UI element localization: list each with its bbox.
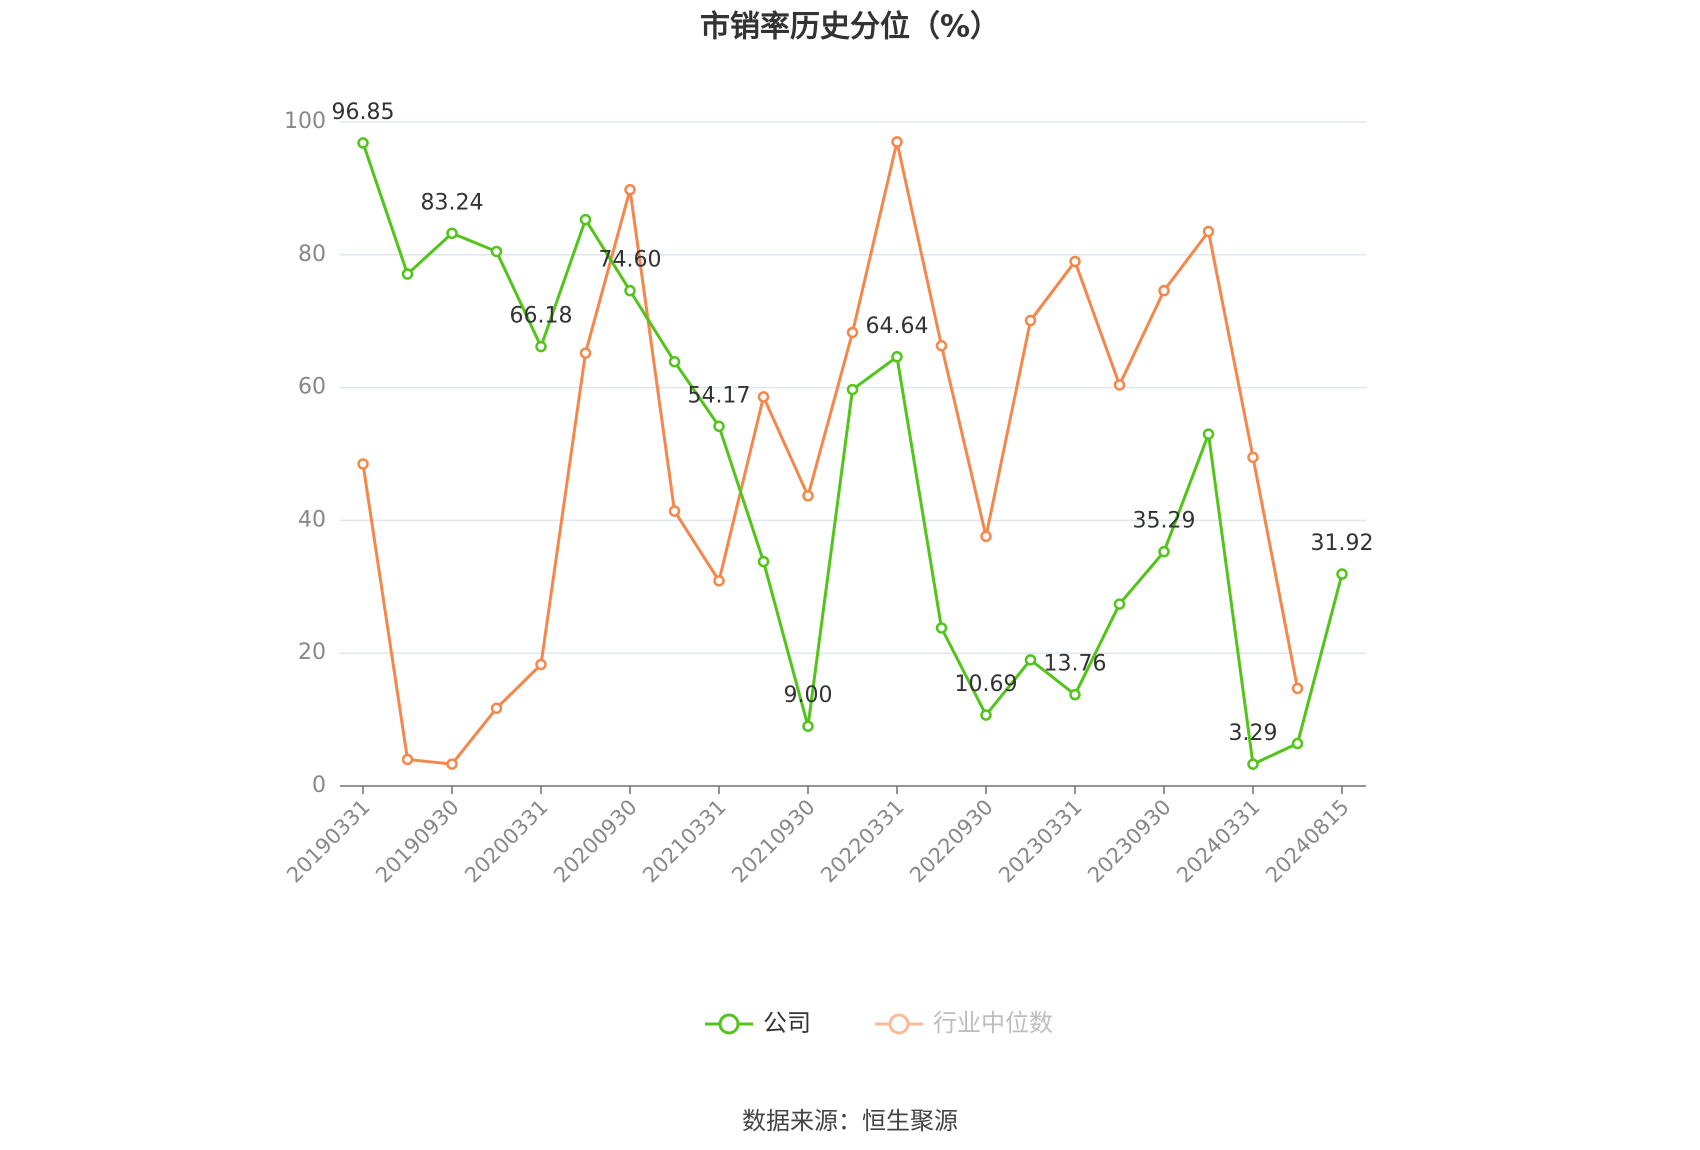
data-label: 35.29 (1133, 509, 1196, 534)
series-line (361, 141, 1299, 766)
point (757, 555, 770, 568)
point (1291, 737, 1304, 750)
x-tick-label: 20240815 (1261, 795, 1354, 888)
data-label: 10.69 (955, 672, 1018, 697)
point (446, 227, 458, 240)
point (668, 505, 681, 517)
x-tick-label: 20230331 (994, 795, 1087, 888)
point (1158, 545, 1170, 558)
x-tick-label: 20240331 (1172, 795, 1265, 888)
chart-title: 市销率历史分位（%） (700, 10, 1000, 45)
data-label: 83.24 (421, 190, 484, 215)
data-label: 96.85 (332, 100, 395, 125)
legend-item: 公司 (705, 1009, 811, 1037)
source: 数据来源：恒生聚源 (742, 1107, 958, 1135)
point (1202, 225, 1215, 238)
x-tick-label: 20230930 (1083, 795, 1176, 888)
point (757, 391, 770, 403)
legend-item: 行业中位数 (875, 1009, 1053, 1037)
point (1024, 654, 1037, 666)
x-tick-label: 20190930 (371, 795, 464, 888)
point (490, 245, 503, 258)
point (802, 720, 814, 732)
point (579, 213, 592, 226)
y-tick-label: 100 (284, 109, 326, 134)
x-tick-label: 20200331 (460, 795, 553, 888)
point (490, 702, 503, 715)
data-label: 54.17 (688, 383, 751, 408)
data-label: 66.18 (510, 304, 573, 329)
point (935, 622, 948, 634)
point (802, 490, 814, 502)
point (1291, 682, 1304, 695)
point (1113, 598, 1126, 610)
y-tick-label: 80 (298, 242, 326, 267)
x-tick-label: 20190331 (282, 795, 375, 888)
point (846, 326, 859, 339)
point (357, 458, 369, 470)
point (1247, 758, 1259, 770)
y-tick-label: 20 (298, 640, 326, 665)
point (624, 183, 636, 196)
data-label: 13.76 (1044, 652, 1107, 677)
point (1069, 255, 1081, 268)
point (401, 753, 414, 766)
legend-label: 行业中位数 (933, 1009, 1053, 1037)
legend-marker (888, 1013, 910, 1035)
data-label: 9.00 (784, 683, 833, 708)
point (446, 758, 458, 770)
data-label: 31.92 (1311, 531, 1374, 556)
point (357, 137, 369, 149)
point (1202, 428, 1215, 440)
point (713, 575, 725, 587)
x-tick-label: 20210930 (727, 795, 820, 888)
point (668, 355, 681, 368)
y-tick-label: 60 (298, 375, 326, 400)
y-tick-label: 0 (312, 773, 326, 798)
data-label: 74.60 (599, 248, 662, 273)
x-tick-label: 20220331 (816, 795, 909, 888)
y-tick-label: 40 (298, 507, 326, 532)
point (1336, 568, 1348, 580)
series-line (361, 142, 1344, 767)
data-label: 3.29 (1229, 721, 1278, 746)
point (1024, 314, 1037, 327)
point (713, 420, 725, 433)
point (579, 347, 592, 359)
point (624, 284, 636, 297)
point (846, 383, 859, 396)
point (535, 340, 547, 353)
legend-label: 公司 (763, 1009, 811, 1037)
point (535, 658, 547, 671)
x-tick-label: 20210331 (638, 795, 731, 888)
point (1247, 451, 1259, 464)
legend-marker (718, 1013, 740, 1035)
point (891, 136, 903, 148)
point (891, 351, 903, 363)
x-tick-label: 20200930 (549, 795, 642, 888)
point (980, 530, 992, 543)
point (980, 709, 992, 721)
data-label: 64.64 (866, 314, 929, 339)
point (935, 340, 948, 352)
point (1069, 688, 1081, 701)
point (401, 268, 414, 280)
point (1158, 284, 1170, 297)
x-tick-label: 20220930 (905, 795, 998, 888)
point (1113, 379, 1126, 391)
